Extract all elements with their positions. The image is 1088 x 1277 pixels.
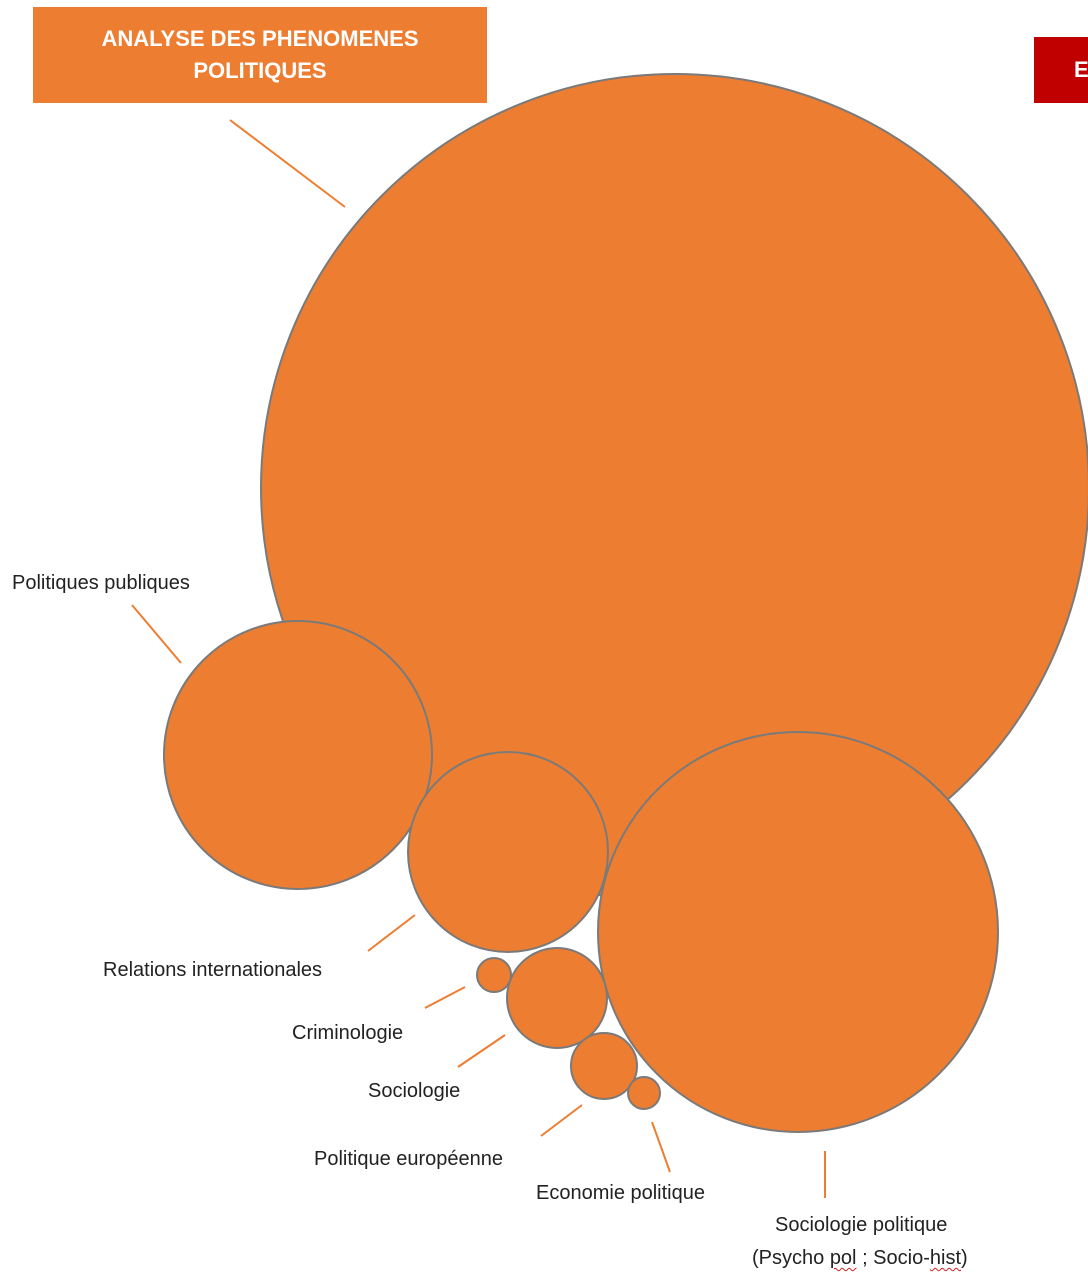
bubble-sociologie-politique	[597, 731, 999, 1133]
leader-line-title	[229, 119, 346, 208]
subtitle-part-close: )	[961, 1247, 968, 1269]
bubble-politique-europeenne	[570, 1032, 638, 1100]
leader-line-relations-internationales	[367, 914, 416, 952]
label-economie-politique: Economie politique	[536, 1182, 705, 1204]
title-box: ANALYSE DES PHENOMENES POLITIQUES	[33, 7, 487, 103]
bubble-criminologie	[476, 957, 512, 993]
leader-line-politique-europeenne	[540, 1104, 583, 1137]
label-criminologie: Criminologie	[292, 1022, 404, 1044]
corner-label-box: E	[1034, 37, 1088, 103]
label-politique-europeenne: Politique européenne	[314, 1148, 504, 1170]
subtitle-part-mid: ; Socio-	[856, 1247, 930, 1269]
label-politiques-publiques: Politiques publiques	[12, 572, 190, 594]
label-sociologie: Sociologie	[368, 1080, 461, 1102]
subtitle-part-open: (Psycho	[752, 1247, 830, 1269]
title-line-1: ANALYSE DES PHENOMENES	[101, 26, 419, 51]
bubble-politiques-publiques	[163, 620, 433, 890]
title-line-2: POLITIQUES	[193, 58, 327, 83]
leader-line-economie-politique	[651, 1121, 671, 1173]
leader-line-sociologie	[457, 1034, 506, 1068]
label-relations-internationales: Relations internationales	[103, 959, 323, 981]
subtitle-part-pol: pol	[829, 1247, 857, 1269]
bubble-relations-internationales	[407, 751, 609, 953]
bubble-economie-politique	[627, 1076, 661, 1110]
corner-label: E	[1074, 57, 1088, 82]
label-sociologie-politique-subtitle: (Psycho pol ; Socio-hist)	[752, 1247, 968, 1270]
label-sociologie-politique: Sociologie politique	[775, 1214, 948, 1236]
bubble-sociologie	[506, 947, 608, 1049]
leader-line-politiques-publiques	[131, 604, 182, 664]
leader-line-criminologie	[424, 986, 466, 1009]
subtitle-part-hist: hist	[929, 1247, 961, 1269]
